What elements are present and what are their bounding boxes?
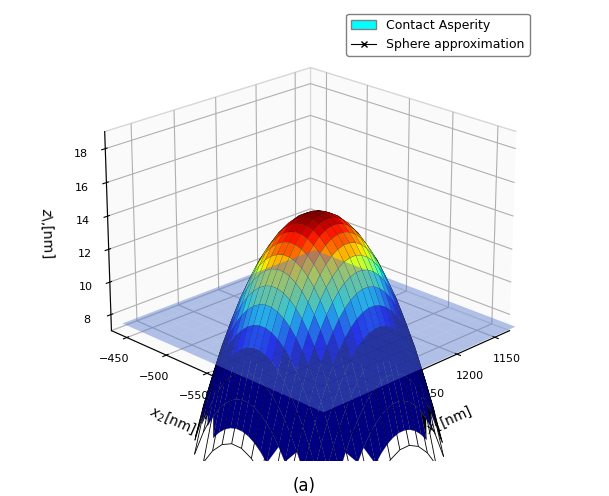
- X-axis label: $x_1$[nm]: $x_1$[nm]: [423, 403, 474, 438]
- Text: (a): (a): [293, 477, 316, 495]
- Y-axis label: $x_2$[nm]: $x_2$[nm]: [147, 403, 199, 438]
- Legend: Contact Asperity, Sphere approximation: Contact Asperity, Sphere approximation: [346, 14, 530, 56]
